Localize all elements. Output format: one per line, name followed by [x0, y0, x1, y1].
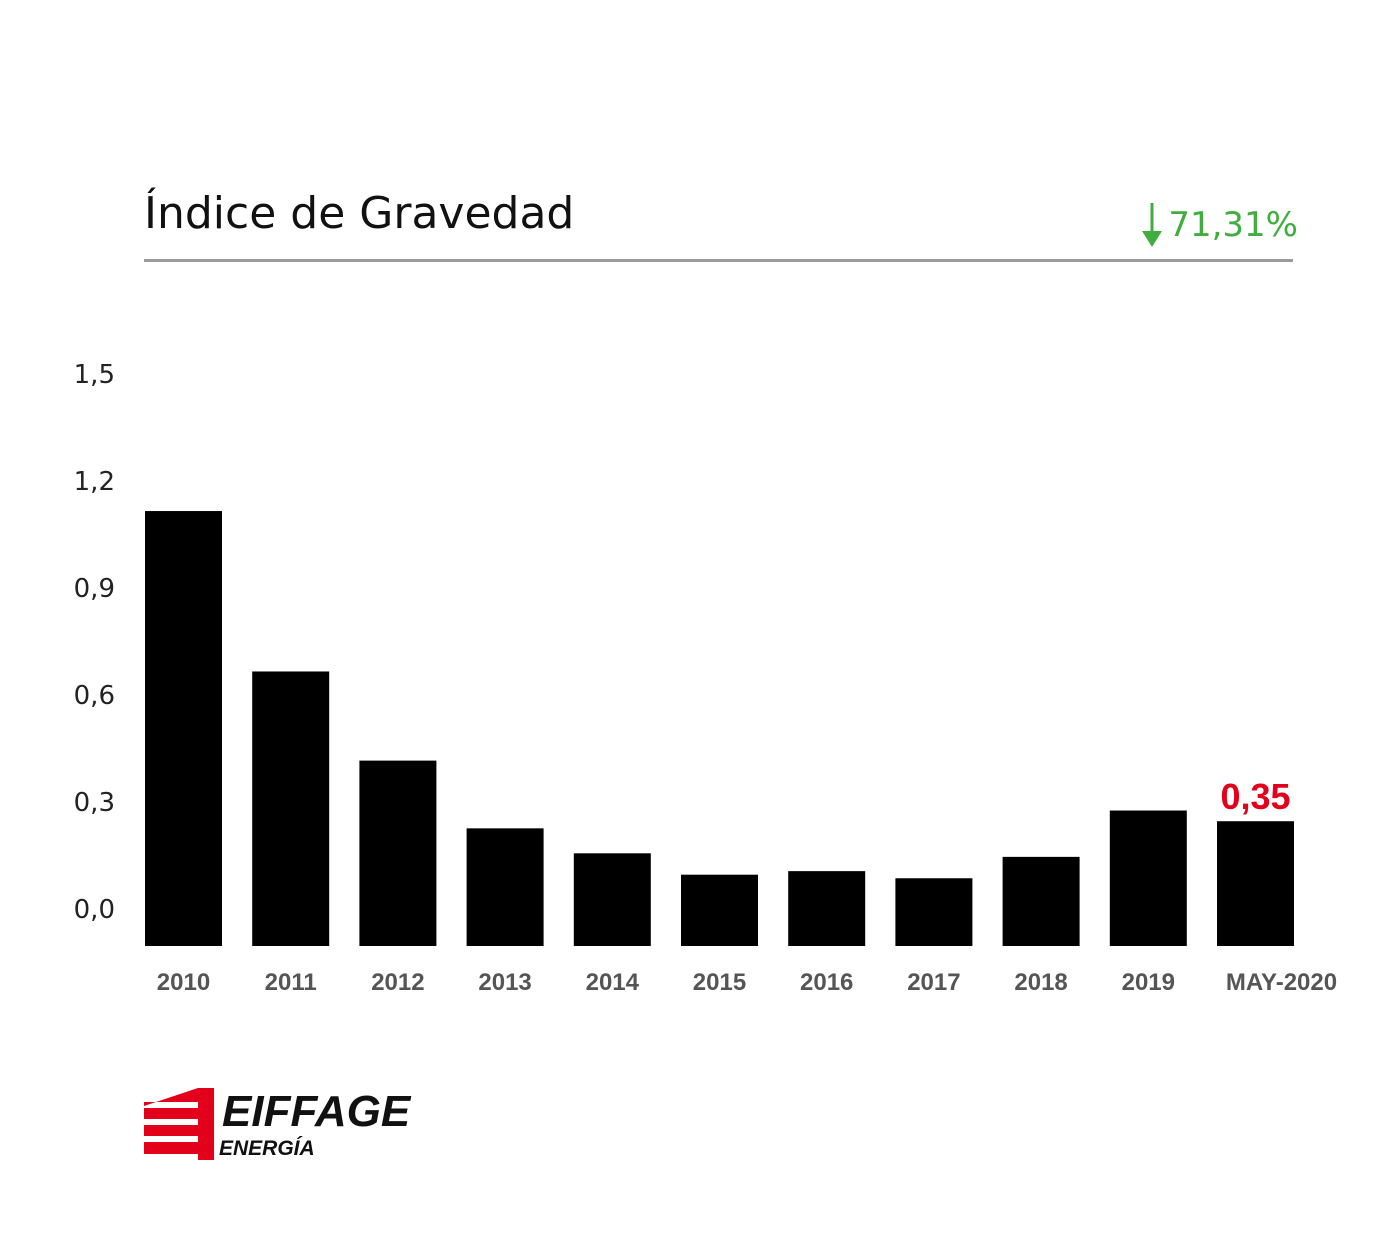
- bar-2010: [145, 511, 222, 946]
- logo-stripe: [144, 1142, 214, 1154]
- change-indicator: 71,31%: [1140, 200, 1298, 250]
- x-tick-label: 2018: [1014, 969, 1067, 996]
- bar-2015: [681, 874, 758, 946]
- bar-2016: [788, 871, 866, 946]
- logo-mark: [144, 1088, 214, 1160]
- x-tick-label: 2017: [907, 969, 960, 996]
- y-axis: 1,5 1,2 0,9 0,6 0,3 0,0: [74, 360, 115, 925]
- logo-stripe: [144, 1108, 214, 1119]
- y-tick-label: 0,9: [74, 574, 115, 604]
- data-labels: 0,35: [1220, 776, 1290, 817]
- bar-2014: [573, 853, 651, 946]
- y-tick-label: 0,0: [74, 895, 115, 925]
- y-tick-label: 0,3: [74, 788, 115, 818]
- x-tick-label: 2015: [693, 969, 746, 996]
- title-rule: [144, 259, 1293, 262]
- x-tick-label: 2019: [1122, 969, 1175, 996]
- bar-2017: [895, 878, 973, 946]
- chart-title: Índice de Gravedad: [144, 188, 575, 239]
- bar-2019: [1109, 810, 1187, 946]
- y-tick-label: 0,6: [74, 681, 115, 711]
- x-tick-label: MAY-2020: [1226, 969, 1337, 996]
- x-tick-label: 2011: [265, 969, 317, 996]
- bar-2013: [466, 828, 544, 946]
- bar-2012: [359, 760, 437, 946]
- bar-2011: [252, 671, 330, 946]
- x-axis: 2010 2011 2012 2013 2014 2015 2016 2017 2018 2019…: [157, 969, 1337, 996]
- y-tick-label: 1,2: [74, 467, 115, 497]
- logo-stripe: [144, 1088, 214, 1106]
- logo-stripe: [198, 1102, 214, 1160]
- logo-stripe: [144, 1125, 214, 1136]
- x-tick-label: 2013: [478, 969, 531, 996]
- x-tick-label: 2010: [157, 969, 210, 996]
- logo-name: EIFFAGE: [222, 1088, 412, 1136]
- change-value: 71,31%: [1168, 205, 1298, 245]
- x-tick-label: 2014: [586, 969, 640, 996]
- bar-may-2020: [1217, 821, 1294, 946]
- logo-subtitle: ENERGÍA: [219, 1137, 315, 1160]
- down-arrow-icon: [1142, 203, 1163, 247]
- eiffage-energia-logo: EIFFAGE ENERGÍA: [144, 1088, 412, 1160]
- bars: [145, 511, 1294, 946]
- x-tick-label: 2012: [371, 969, 424, 996]
- bar-2018: [1002, 856, 1080, 946]
- y-tick-label: 1,5: [74, 360, 115, 390]
- bar-chart: 1,51,20,90,60,30,0 2010 2011 2012 2013 2014 2…: [74, 360, 1337, 996]
- x-tick-label: 2016: [800, 969, 853, 996]
- data-label: 0,35: [1220, 776, 1290, 817]
